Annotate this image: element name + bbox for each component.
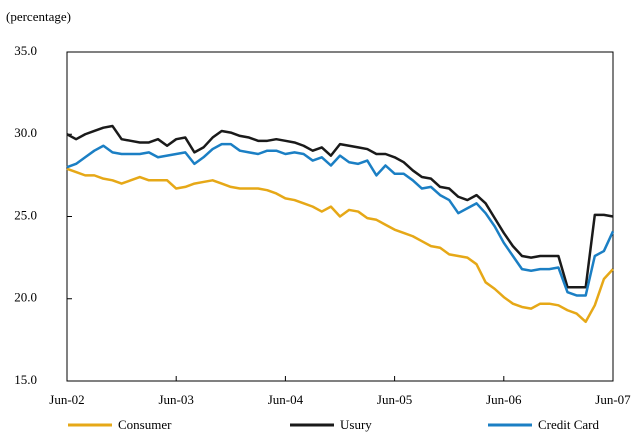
y-tick-label: 15.0 (14, 372, 37, 387)
x-tick-label: Jun-06 (486, 392, 522, 407)
y-tick-label: 35.0 (14, 43, 37, 58)
y-tick-label: 30.0 (14, 125, 37, 140)
series-line (66, 124, 614, 289)
x-tick-label: Jun-03 (159, 392, 194, 407)
y-tick-label: 20.0 (14, 290, 37, 305)
x-tick-label: Jun-05 (377, 392, 412, 407)
y-tick-label: 25.0 (14, 207, 37, 222)
x-tick-label: Jun-04 (268, 392, 304, 407)
legend-label: Credit Card (538, 417, 600, 432)
x-tick-label: Jun-02 (49, 392, 84, 407)
legend-label: Consumer (118, 417, 172, 432)
series-line (66, 167, 614, 324)
y-axis-label: (percentage) (6, 9, 71, 24)
legend-label: Usury (340, 417, 372, 432)
x-tick-label: Jun-07 (595, 392, 631, 407)
series-line (66, 142, 615, 297)
